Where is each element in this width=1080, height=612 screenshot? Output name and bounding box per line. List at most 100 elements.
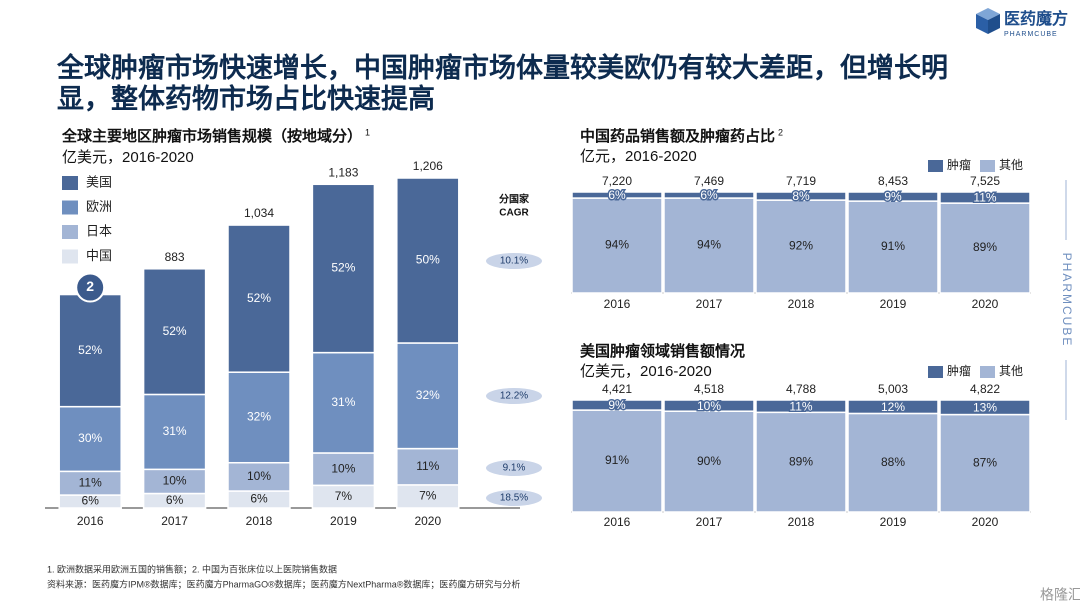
bar-segment xyxy=(755,411,847,513)
x-tick-label: 2017 xyxy=(161,514,188,528)
x-tick-label: 2018 xyxy=(788,515,815,529)
legend-label: 肿瘤 xyxy=(947,157,971,172)
legend-swatch xyxy=(62,249,78,264)
bar-segment xyxy=(142,268,207,396)
value-label: 12% xyxy=(881,400,905,414)
total-label: 1,034 xyxy=(244,206,274,220)
bar-segment xyxy=(396,177,460,344)
total-label: 4,788 xyxy=(786,382,816,396)
x-tick-label: 2019 xyxy=(880,297,907,311)
x-tick-label: 2018 xyxy=(788,297,815,311)
legend-swatch xyxy=(928,366,943,378)
bar-segment xyxy=(847,399,939,415)
value-label: 6% xyxy=(700,188,718,202)
bar-segment xyxy=(755,199,847,294)
bar-segment xyxy=(396,342,460,450)
value-label: 6% xyxy=(82,494,100,508)
legend-label: 肿瘤 xyxy=(947,363,971,378)
page-title: 显，整体药物市场占比快速提高 xyxy=(57,83,435,114)
x-tick-label: 2016 xyxy=(604,297,631,311)
total-label: 7,719 xyxy=(786,174,816,188)
legend-swatch xyxy=(62,225,78,239)
legend-swatch xyxy=(928,160,943,172)
bar-segment xyxy=(663,399,755,412)
value-label: 7% xyxy=(419,489,437,503)
chart-title: 中国药品销售额及肿瘤药占比 xyxy=(580,127,775,145)
value-label: 11% xyxy=(416,459,439,473)
value-label: 94% xyxy=(697,238,721,252)
cagr-pill xyxy=(486,460,542,476)
value-label: 91% xyxy=(881,239,905,253)
value-label: 11% xyxy=(79,475,102,489)
value-label: 6% xyxy=(166,493,184,507)
bar-segment xyxy=(663,410,755,513)
value-label: 89% xyxy=(973,240,997,254)
value-label: 10% xyxy=(247,469,271,483)
chart-subtitle: 亿美元，2016-2020 xyxy=(62,149,194,166)
value-label: 11% xyxy=(789,399,812,413)
legend-label: 其他 xyxy=(999,364,1023,378)
value-label: 31% xyxy=(331,395,355,409)
bar-segment xyxy=(571,191,663,199)
total-label: 7,525 xyxy=(970,174,1000,188)
value-label: 10% xyxy=(331,461,355,475)
footnote: 资料来源：医药魔方IPM®数据库；医药魔方PharmaGO®数据库；医药魔方Ne… xyxy=(47,578,520,589)
value-label: 94% xyxy=(605,238,629,252)
bar-segment xyxy=(847,200,939,294)
value-label: 13% xyxy=(973,400,997,414)
side-text: PHARMCUBE xyxy=(1060,253,1074,348)
x-tick-label: 2020 xyxy=(972,297,999,311)
bar-segment xyxy=(227,224,291,373)
total-label: 4,518 xyxy=(694,382,724,396)
x-tick-label: 2019 xyxy=(880,515,907,529)
legend-swatch xyxy=(980,366,995,378)
cagr-label: 12.2% xyxy=(500,391,528,402)
value-label: 92% xyxy=(789,239,813,253)
value-label: 8% xyxy=(792,189,810,203)
chart-subtitle: 亿元，2016-2020 xyxy=(580,148,697,165)
value-label: 32% xyxy=(247,410,271,424)
title-note: 1 xyxy=(365,127,370,137)
bar-segment xyxy=(58,293,122,408)
bar-segment xyxy=(58,405,122,473)
total-label: 4,822 xyxy=(970,382,1000,396)
cagr-label: 18.5% xyxy=(500,493,528,504)
value-label: 90% xyxy=(697,454,721,468)
bar-segment xyxy=(311,452,376,487)
title-note: 2 xyxy=(778,127,783,137)
total-label: 1,183 xyxy=(328,165,358,179)
legend-label: 中国 xyxy=(86,248,112,263)
bar-segment xyxy=(227,461,291,492)
value-label: 31% xyxy=(163,424,187,438)
bar-segment xyxy=(755,191,847,201)
total-label: 4,421 xyxy=(602,382,632,396)
value-label: 10% xyxy=(163,474,187,488)
value-label: 52% xyxy=(247,291,271,305)
legend-swatch xyxy=(980,160,995,172)
total-label: 883 xyxy=(165,250,185,264)
logo-subtext: PHARMCUBE xyxy=(1004,31,1058,38)
bar-segment xyxy=(396,447,460,486)
x-tick-label: 2016 xyxy=(604,515,631,529)
value-label: 88% xyxy=(881,455,905,469)
x-tick-label: 2018 xyxy=(246,514,273,528)
legend-label: 欧洲 xyxy=(86,199,112,214)
bar-segment xyxy=(311,351,376,454)
value-label: 32% xyxy=(416,388,440,402)
total-label: 7,220 xyxy=(602,174,632,188)
value-label: 52% xyxy=(78,343,102,357)
value-label: 9% xyxy=(884,190,902,204)
x-tick-label: 2020 xyxy=(972,515,999,529)
value-label: 52% xyxy=(331,261,355,275)
cagr-header: CAGR xyxy=(499,208,529,219)
legend-swatch xyxy=(62,200,78,215)
total-label: 1,206 xyxy=(413,159,443,173)
bar-segment xyxy=(311,183,376,354)
cagr-label: 10.1% xyxy=(500,256,528,267)
x-tick-label: 2020 xyxy=(414,514,441,528)
value-label: 6% xyxy=(608,188,626,202)
page-title: 全球肿瘤市场快速增长，中国肿瘤市场体量较美欧仍有较大差距，但增长明 xyxy=(56,52,948,83)
footnote: 1. 欧洲数据采用欧洲五国的销售额；2. 中国为百张床位以上医院销售数据 xyxy=(47,563,337,574)
chart-title: 美国肿瘤领域销售额情况 xyxy=(580,342,745,360)
bar-segment xyxy=(939,399,1031,416)
